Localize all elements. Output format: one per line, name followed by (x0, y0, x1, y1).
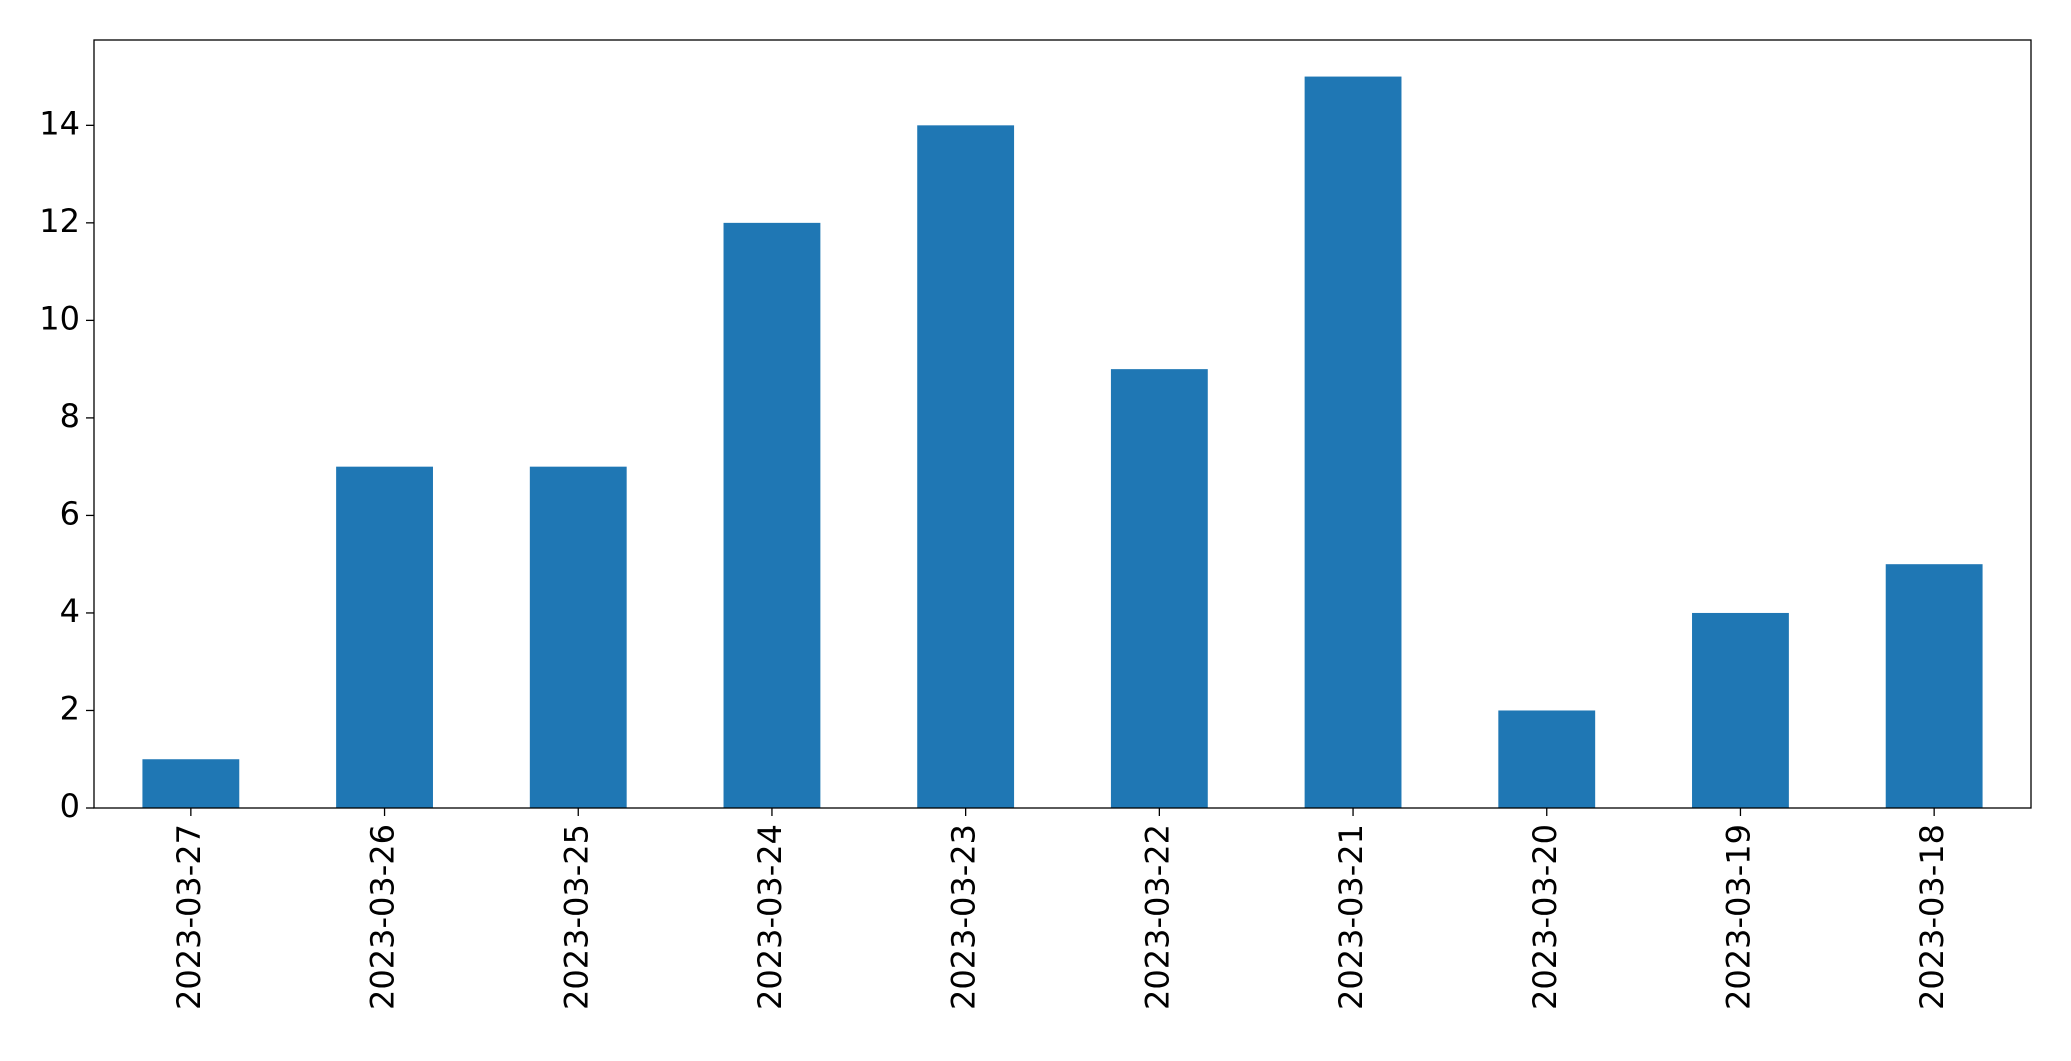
bar (142, 759, 240, 808)
x-tick-label: 2023-03-26 (364, 824, 402, 1010)
bar (1692, 612, 1789, 808)
x-tick-label: 2023-03-27 (170, 824, 208, 1010)
bar (917, 125, 1015, 809)
bar (723, 222, 821, 808)
y-tick-label: 4 (60, 592, 80, 630)
x-tick-label: 2023-03-21 (1332, 824, 1370, 1010)
bar (1885, 564, 1983, 808)
x-tick-label: 2023-03-24 (751, 824, 789, 1010)
bar (529, 466, 627, 808)
bar (336, 466, 433, 808)
plot-frame (93, 39, 2032, 809)
x-tick-label: 2023-03-23 (945, 824, 983, 1010)
x-tick-label: 2023-03-20 (1526, 824, 1564, 1010)
y-tick-label: 2 (60, 689, 80, 727)
y-tick-label: 6 (60, 494, 80, 532)
x-tick-label: 2023-03-19 (1719, 824, 1757, 1010)
y-tick-label: 12 (39, 202, 80, 240)
bar (1498, 710, 1596, 808)
x-tick-label: 2023-03-18 (1913, 824, 1951, 1010)
x-tick-label: 2023-03-25 (557, 824, 595, 1010)
y-tick-label: 10 (39, 299, 80, 337)
x-tick-label: 2023-03-22 (1138, 824, 1176, 1010)
y-tick-label: 8 (60, 397, 80, 435)
y-tick-label: 0 (60, 787, 80, 825)
bar (1110, 369, 1208, 808)
bar (1304, 76, 1402, 809)
y-tick-label: 14 (39, 104, 80, 142)
